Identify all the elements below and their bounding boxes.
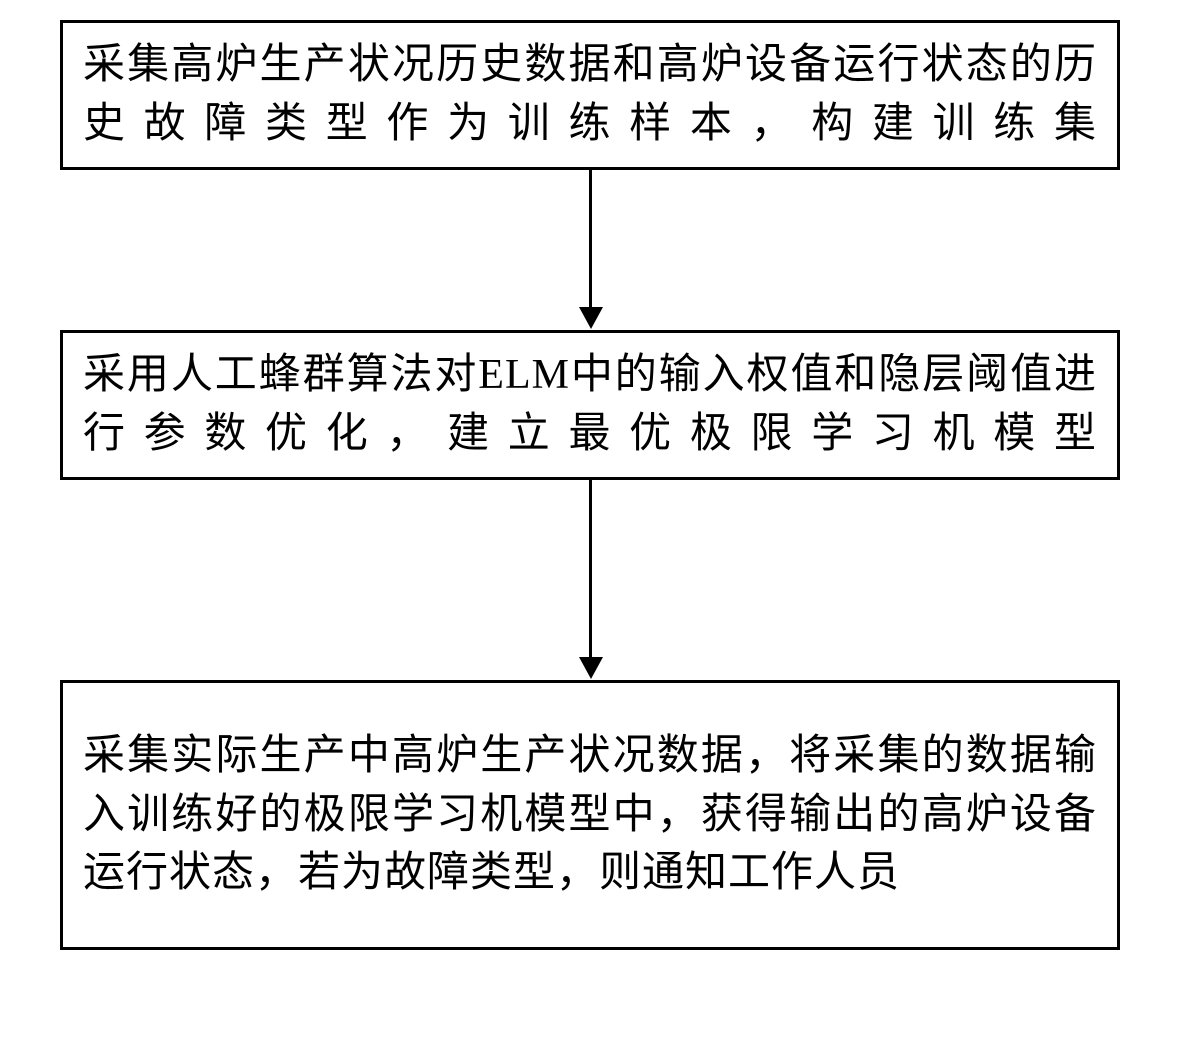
box-2-text: 采用人工蜂群算法对ELM中的输入权值和隐层阈值进行参数优化，建立最优极限学习机模… (83, 346, 1097, 464)
flowchart-container: 采集高炉生产状况历史数据和高炉设备运行状态的历史故障类型作为训练样本，构建训练集… (0, 0, 1181, 1049)
flowchart-box-1: 采集高炉生产状况历史数据和高炉设备运行状态的历史故障类型作为训练样本，构建训练集 (60, 20, 1120, 170)
arrow-2-head (579, 657, 603, 679)
flowchart-box-2: 采用人工蜂群算法对ELM中的输入权值和隐层阈值进行参数优化，建立最优极限学习机模… (60, 330, 1120, 480)
box-3-text: 采集实际生产中高炉生产状况数据，将采集的数据输入训练好的极限学习机模型中，获得输… (83, 727, 1097, 903)
arrow-2-line (589, 480, 592, 658)
arrow-1-head (579, 307, 603, 329)
arrow-1 (579, 170, 603, 329)
arrow-2 (579, 480, 603, 679)
box-1-text: 采集高炉生产状况历史数据和高炉设备运行状态的历史故障类型作为训练样本，构建训练集 (83, 36, 1097, 154)
arrow-1-line (589, 170, 592, 308)
flowchart-box-3: 采集实际生产中高炉生产状况数据，将采集的数据输入训练好的极限学习机模型中，获得输… (60, 680, 1120, 950)
